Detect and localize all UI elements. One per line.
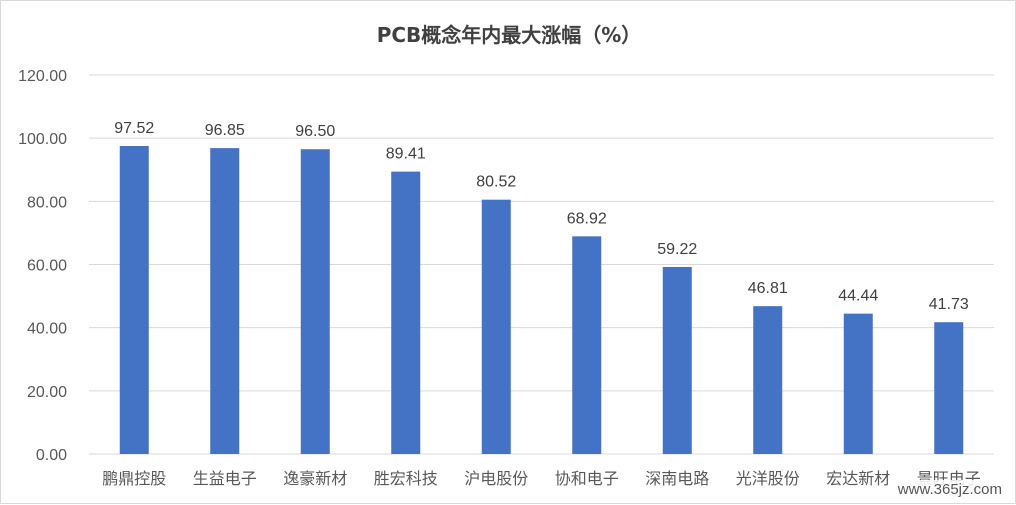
bar [934,322,963,454]
data-label: 96.50 [295,123,335,140]
bar [301,149,330,454]
bar [753,306,782,454]
bar [120,146,149,454]
bar [572,236,601,454]
y-tick-label: 80.00 [27,194,67,211]
data-label: 44.44 [838,288,878,305]
bar [844,314,873,454]
y-tick-label: 40.00 [27,321,67,338]
category-label: 沪电股份 [464,469,528,488]
data-label: 96.85 [205,122,245,139]
data-labels: 97.52 96.85 96.50 89.41 80.52 68.92 59.22 46.81… [114,120,969,313]
y-tick-label: 20.00 [27,384,67,401]
watermark: www.365jz.com [892,480,1008,499]
data-label: 59.22 [657,241,697,258]
data-label: 89.41 [386,146,426,163]
category-label: 鹏鼎控股 [102,469,166,488]
category-label: 生益电子 [193,469,257,488]
bar [482,200,511,454]
bars [120,146,964,454]
category-label: 逸豪新材 [283,469,347,488]
category-label: 胜宏科技 [374,469,438,488]
chart-title: PCB概念年内最大涨幅（%） [377,23,642,47]
data-label: 46.81 [748,280,788,297]
y-axis-ticks: 0.00 20.00 40.00 60.00 80.00 100.00 120.00 [18,68,67,464]
category-label: 宏达新材 [826,469,890,488]
bar [663,267,692,454]
category-label: 深南电路 [645,469,709,488]
category-label: 光洋股份 [736,469,800,488]
y-tick-label: 120.00 [18,68,67,85]
category-label: 协和电子 [555,469,619,488]
bar [391,172,420,454]
y-tick-label: 100.00 [18,131,67,148]
bar [210,148,239,454]
data-label: 80.52 [476,174,516,191]
data-label: 68.92 [567,210,607,227]
y-tick-label: 60.00 [27,258,67,275]
data-label: 97.52 [114,120,154,137]
y-tick-label: 0.00 [36,447,67,464]
category-labels: 鹏鼎控股生益电子逸豪新材胜宏科技沪电股份协和电子深南电路光洋股份宏达新材景旺电子 [102,469,981,488]
data-label: 41.73 [929,296,969,313]
